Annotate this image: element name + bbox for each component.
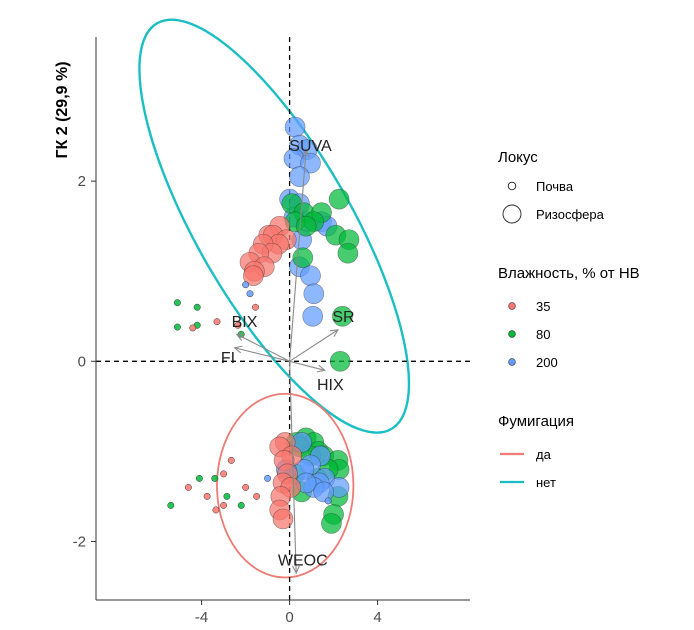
legend-symbol-moisture-35 — [508, 302, 516, 310]
point-rhizosphere — [332, 305, 353, 327]
legend-label-soil: Почва — [536, 179, 574, 194]
ellipse-fumigation-yes — [216, 392, 355, 579]
point-soil — [211, 474, 219, 482]
loading-arrowhead — [235, 333, 245, 341]
legend-label-moisture-200: 200 — [536, 355, 558, 370]
point-soil — [173, 299, 181, 307]
loading-arrow-bix — [236, 333, 290, 362]
point-rhizosphere — [289, 166, 310, 187]
point-soil — [246, 290, 254, 298]
loading-label-sr: SR — [332, 309, 354, 326]
loading-label-hix: HIX — [317, 377, 344, 394]
point-soil — [220, 470, 228, 478]
loading-arrow-sr — [289, 329, 339, 362]
legend-title-locus: Локус — [498, 149, 538, 166]
point-soil — [264, 474, 272, 482]
loading-arrow-suva — [289, 149, 307, 362]
point-soil — [167, 501, 175, 509]
point-soil — [203, 492, 211, 500]
axes — [95, 37, 470, 601]
confidence-ellipses — [138, 18, 411, 579]
point-soil — [212, 506, 220, 514]
loading-arrows: SUVA SR BIX FI HIX WEOC — [221, 138, 355, 575]
point-soil — [242, 483, 250, 491]
point-soil — [253, 492, 261, 500]
y-tick-label: 0 — [78, 353, 86, 370]
point-rhizosphere — [328, 188, 350, 210]
legend-symbol-soil — [507, 181, 517, 191]
legend-label-rhizosphere: Ризосфера — [536, 207, 605, 222]
ellipse-fumigation-no — [138, 18, 411, 434]
point-soil — [227, 456, 235, 464]
loading-arrowhead — [316, 364, 327, 373]
loading-arrowhead — [301, 148, 310, 158]
point-rhizosphere — [272, 508, 294, 530]
point-soil — [189, 324, 197, 332]
point-soil — [234, 321, 242, 329]
point-soil — [193, 303, 201, 311]
legend-label-fumigation-yes: да — [536, 447, 552, 462]
x-tick-label: 4 — [373, 609, 381, 626]
point-rhizosphere — [300, 265, 321, 287]
legend-symbol-rhizosphere — [502, 204, 522, 224]
loading-arrow-hix — [289, 360, 325, 371]
point-rhizosphere — [242, 265, 264, 287]
legend-title-fumigation: Фумигация — [498, 413, 574, 430]
legend-symbol-moisture-200 — [508, 358, 516, 366]
point-rhizosphere — [313, 481, 335, 503]
point-rhizosphere — [284, 116, 306, 138]
point-soil — [184, 483, 192, 491]
point-soil — [173, 323, 181, 331]
loading-label-fi: FI — [221, 350, 235, 367]
x-tick-label: -4 — [195, 609, 208, 626]
point-soil — [242, 281, 250, 289]
point-rhizosphere — [295, 215, 317, 237]
point-rhizosphere — [321, 513, 342, 534]
point-soil — [223, 492, 231, 500]
legend: Локус Почва Ризосфера Влажность, % от НВ… — [498, 149, 640, 490]
y-tick-label: -2 — [73, 533, 86, 550]
loading-label-bix: BIX — [232, 314, 258, 331]
point-soil — [195, 474, 203, 482]
point-rhizosphere — [302, 305, 324, 327]
loading-label-weoc: WEOC — [278, 552, 328, 569]
x-tick-label: 0 — [285, 609, 293, 626]
point-soil — [252, 303, 259, 311]
point-rhizosphere — [303, 283, 325, 305]
loading-arrowhead — [329, 329, 340, 337]
y-axis-title: ГК 2 (29,9 %) — [54, 61, 71, 158]
legend-title-moisture: Влажность, % от НВ — [498, 265, 640, 282]
point-soil — [213, 318, 221, 326]
legend-label-moisture-80: 80 — [536, 327, 550, 342]
point-soil — [237, 501, 245, 509]
loading-arrow-weoc — [289, 361, 297, 573]
point-soil — [324, 497, 332, 505]
legend-label-fumigation-no: нет — [536, 475, 556, 490]
y-tick-label: 2 — [78, 173, 86, 190]
point-rhizosphere — [292, 247, 314, 269]
legend-symbol-moisture-80 — [508, 330, 516, 338]
loading-arrow-fi — [234, 347, 290, 362]
point-rhizosphere — [337, 242, 359, 264]
score-points — [167, 116, 360, 534]
legend-label-moisture-35: 35 — [536, 299, 550, 314]
point-soil — [220, 501, 228, 509]
loading-label-suva: SUVA — [289, 138, 332, 155]
axis-ticks: -4 0 4 -2 0 2 — [73, 173, 382, 626]
loading-arrowhead — [233, 345, 243, 354]
point-rhizosphere — [329, 350, 351, 372]
loading-arrowhead — [292, 565, 300, 575]
